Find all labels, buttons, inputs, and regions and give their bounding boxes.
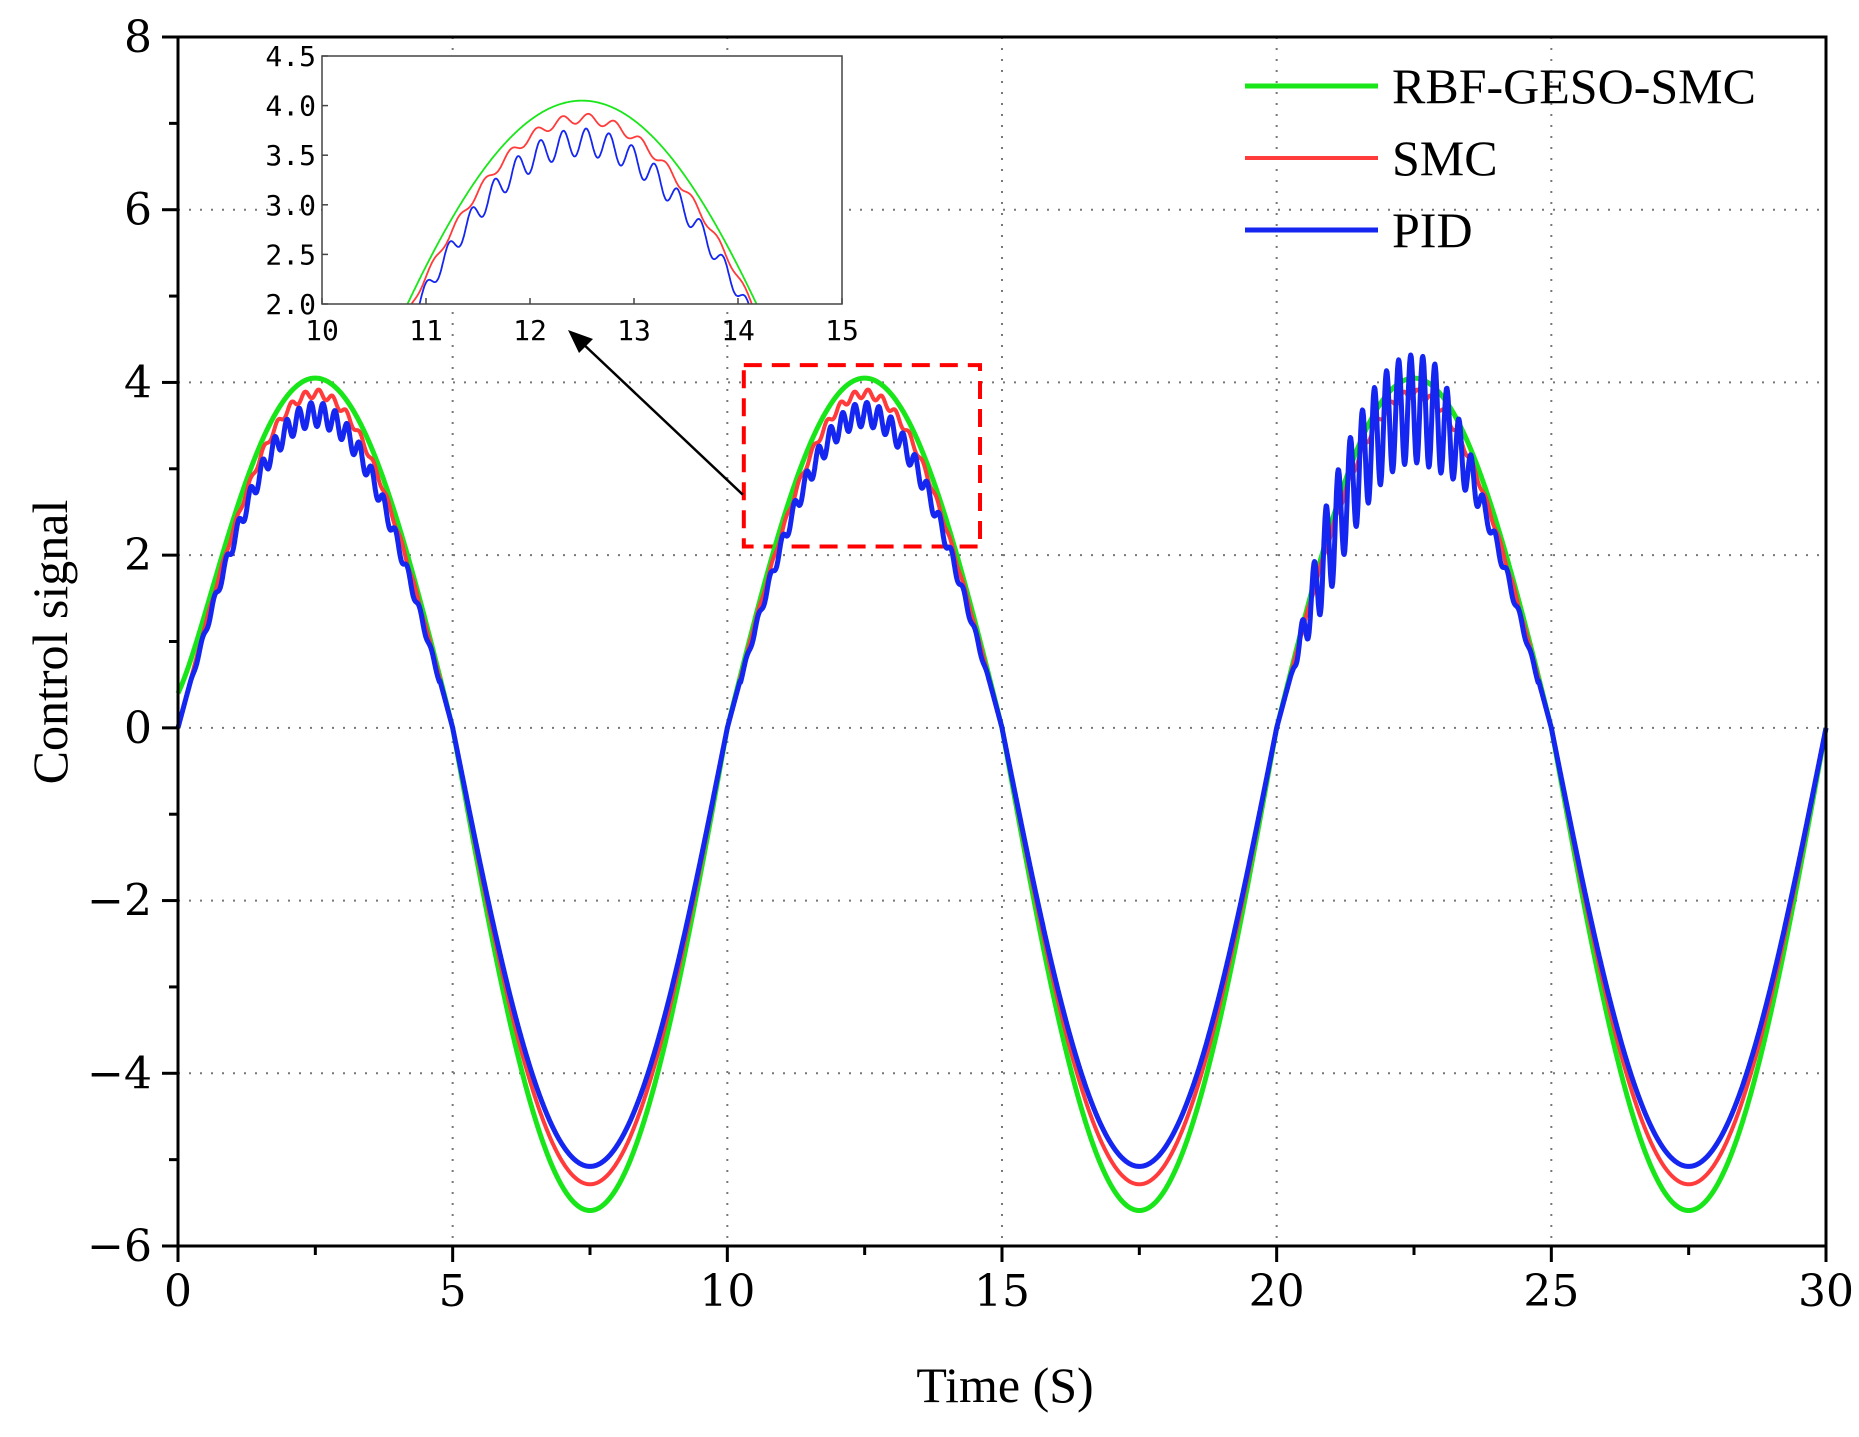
inset-y-tick-label: 3.0 — [265, 189, 316, 222]
inset-y-tick-label: 4.0 — [265, 90, 316, 123]
x-axis-label: Time (S) — [916, 1357, 1093, 1413]
inset-y-tick-label: 2.5 — [265, 238, 316, 271]
y-tick-label: 0 — [124, 703, 152, 754]
legend-label-smc: SMC — [1392, 130, 1498, 186]
x-tick-label: 15 — [974, 1266, 1030, 1317]
zoom-arrow-line — [579, 340, 744, 496]
legend: RBF-GESO-SMC SMC PID — [1245, 58, 1756, 258]
inset-series-line-smc — [410, 112, 753, 304]
zoom-arrow-head — [568, 330, 593, 353]
x-tick-label: 20 — [1249, 1266, 1305, 1317]
inset-x-tick-label: 10 — [305, 314, 339, 347]
inset-y-tick-label: 3.5 — [265, 139, 316, 172]
series-line-rbf-geso-smc — [175, 375, 1829, 1213]
x-tick-label: 30 — [1798, 1266, 1854, 1317]
y-tick-label: 6 — [124, 185, 152, 236]
plot-lines — [175, 352, 1829, 1213]
legend-label-rbf-geso-smc: RBF-GESO-SMC — [1392, 58, 1756, 114]
inset-y-tick-label: 2.0 — [265, 288, 316, 321]
inset-x-tick-label: 14 — [721, 314, 755, 347]
y-tick-label: 8 — [124, 12, 152, 63]
x-tick-label: 25 — [1523, 1266, 1579, 1317]
series-line-pid — [175, 352, 1829, 1169]
y-tick-label: −2 — [87, 876, 152, 927]
inset-x-tick-label: 13 — [617, 314, 651, 347]
x-tick-label: 5 — [439, 1266, 467, 1317]
inset-x-tick-label: 12 — [513, 314, 547, 347]
inset-series-line-pid — [418, 127, 750, 304]
y-tick-label: 2 — [124, 530, 152, 581]
zoom-indicator — [568, 330, 983, 549]
zoom-box — [741, 363, 983, 549]
inset-x-tick-label: 11 — [409, 314, 443, 347]
inset-y-tick-label: 4.5 — [265, 40, 316, 73]
inset-series-line-rbf-geso-smc — [406, 99, 758, 304]
inset-lines — [406, 99, 758, 304]
x-tick-label: 0 — [164, 1266, 192, 1317]
inset-chart: 10 11 12 13 14 15 2.0 2.5 3.0 3.5 4.0 4.5 — [265, 40, 859, 347]
y-tick-label: −4 — [87, 1048, 152, 1099]
x-tick-label: 10 — [699, 1266, 755, 1317]
inset-x-tick-label: 15 — [825, 314, 859, 347]
y-axis-label: Control signal — [22, 500, 78, 785]
inset-frame — [321, 55, 843, 305]
axes: 0 5 10 15 20 25 30 −6 −4 −2 0 2 4 6 8 — [87, 12, 1854, 1317]
legend-label-pid: PID — [1392, 202, 1473, 258]
inset-background — [322, 56, 842, 304]
y-tick-label: 4 — [124, 357, 152, 408]
y-tick-label: −6 — [87, 1221, 152, 1272]
